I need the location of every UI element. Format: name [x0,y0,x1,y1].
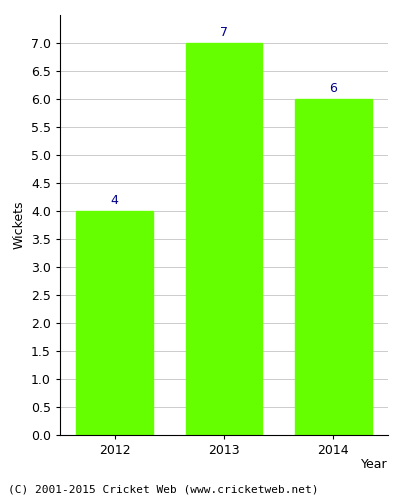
Bar [295,99,372,435]
Text: Year: Year [361,458,388,470]
Bar [76,211,153,435]
Bar [186,43,262,435]
Y-axis label: Wickets: Wickets [12,200,26,249]
Text: (C) 2001-2015 Cricket Web (www.cricketweb.net): (C) 2001-2015 Cricket Web (www.cricketwe… [8,485,318,495]
Text: 7: 7 [220,26,228,38]
Text: 4: 4 [111,194,119,206]
Text: 6: 6 [329,82,337,94]
